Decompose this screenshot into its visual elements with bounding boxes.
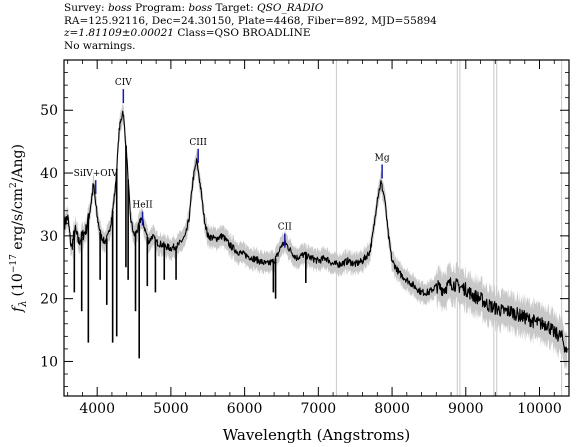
y-tick-label: 30 [40,229,58,245]
plot-frame [63,59,570,397]
flux-series [64,110,568,353]
annotation-label: Mg [375,153,390,163]
x-axis-label: Wavelength (Angstroms) [223,426,410,444]
y-axis-label-f: f [10,304,26,313]
error-band-area [64,101,568,370]
annotation-label: CIV [115,78,132,88]
spectrum-header: Survey: boss Program: boss Target: QSO_R… [64,2,569,52]
target-value: QSO_RADIO [257,2,324,14]
sky-lines [335,60,563,396]
class-value: Class=QSO BROADLINE [177,27,311,39]
header-line-warnings: No warnings. [64,39,136,52]
program-value: boss [188,2,213,14]
y-axis-label-mid: erg/s/cm [10,188,26,254]
x-tick-label: 4000 [79,401,115,417]
annotation-label: HeII [132,201,153,211]
x-tick-label: 6000 [227,401,263,417]
annotation-label: SiIV+OIV [74,169,119,179]
redshift-value: z=1.81109±0.00021 [64,27,174,39]
x-tick-label: 5000 [153,401,189,417]
y-axis-label-exp1: −17 [9,254,19,273]
absorption-lines [73,145,307,359]
annotation-label: CII [278,223,292,233]
y-tick-label: 10 [40,354,58,370]
emission-line-annotations: SiIV+OIV CIV HeII CIII CII Mg [74,78,390,248]
axis-ticks: 4000 5000 6000 7000 8000 9000 10000 10 20 30 40 50 [40,60,570,417]
y-axis-label-exp2: 2 [9,182,19,188]
flux-line [64,110,568,353]
header-line-survey: Survey: boss Program: boss Target: QSO_R… [64,2,569,15]
y-axis-label-sub: λ [18,300,29,307]
x-tick-label: 7000 [301,401,337,417]
x-tick-label: 10000 [517,401,562,417]
annotation-label: CIII [189,138,207,148]
y-tick-label: 20 [40,292,58,308]
y-axis-label: fλ (10−17 erg/s/cm2/Ang) [9,144,29,313]
y-axis-label-post: /Ang) [10,144,26,182]
program-label: Program: [135,2,186,14]
survey-label: Survey: [64,2,105,14]
y-tick-label: 40 [40,166,58,182]
x-tick-label: 9000 [448,401,484,417]
error-band [64,101,568,370]
y-axis-label-pre: (10 [10,273,26,296]
y-tick-label: 50 [40,103,58,119]
x-tick-label: 8000 [374,401,410,417]
target-label: Target: [215,2,254,14]
header-line-coordinates: RA=125.92116, Dec=24.30150, Plate=4468, … [64,14,437,27]
survey-value: boss [107,2,132,14]
header-line-redshift: z=1.81109±0.00021 Class=QSO BROADLINE [64,27,569,40]
